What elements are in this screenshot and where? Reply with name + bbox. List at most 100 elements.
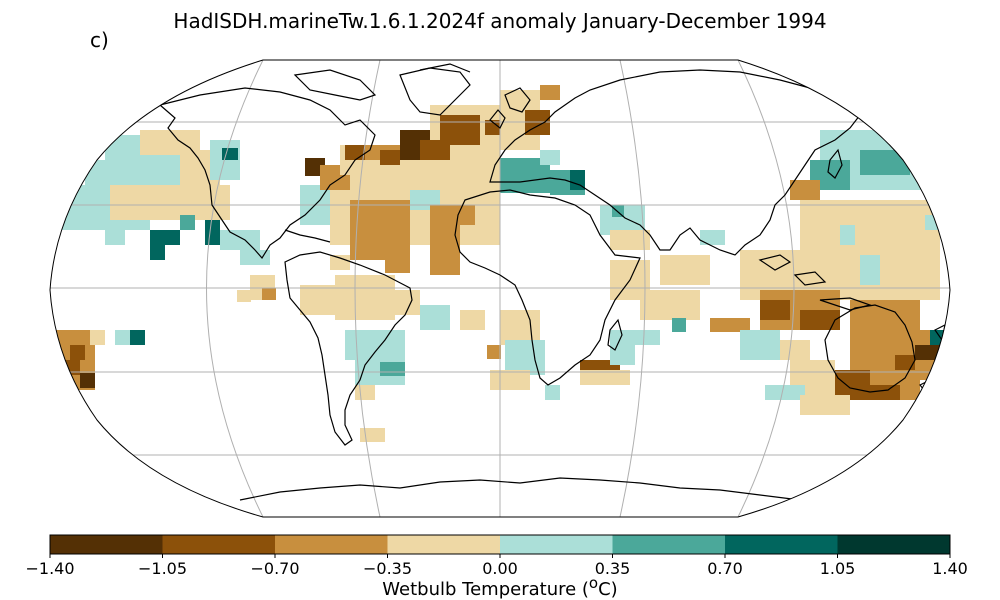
anomaly-cell	[90, 330, 105, 345]
colorbar-tick-label: 0.35	[594, 559, 631, 578]
anomaly-cell	[380, 362, 405, 376]
anomaly-cell	[640, 290, 700, 320]
antarctica-coast	[239, 477, 801, 501]
anomaly-cell	[360, 428, 385, 442]
anomaly-cell	[840, 225, 855, 245]
anomaly-cell	[540, 150, 560, 165]
anomaly-cell	[355, 385, 375, 400]
colorbar-title-superscript: o	[588, 574, 599, 592]
anomaly-cell	[860, 150, 910, 175]
colorbar-segment	[50, 535, 163, 554]
anomaly-cell	[180, 215, 195, 230]
colorbar-segment	[837, 535, 951, 554]
anomaly-cell	[710, 318, 750, 332]
anomaly-cell	[430, 205, 460, 275]
anomaly-cell	[487, 345, 501, 359]
colorbar-segment	[725, 535, 838, 554]
colorbar-segment	[387, 535, 501, 554]
colorbar-tick-label: −0.70	[250, 559, 300, 578]
anomaly-cell	[237, 290, 251, 302]
colorbar-title: Wetbulb Temperature (oC)	[0, 574, 1000, 600]
anomaly-cell	[790, 180, 820, 200]
anomaly-cell	[800, 310, 840, 330]
anomaly-cell	[505, 340, 545, 375]
north-america-coast	[158, 87, 376, 260]
anomaly-cell	[150, 230, 180, 245]
colorbar-segment	[162, 535, 276, 554]
anomaly-cell	[115, 330, 130, 345]
anomaly-cell	[330, 255, 350, 270]
anomaly-cell	[860, 385, 900, 400]
anomaly-cell	[262, 288, 276, 300]
colorbar-tick-label: 1.40	[932, 559, 968, 578]
colorbar-tick-label: 1.05	[819, 559, 856, 578]
anomaly-cell	[540, 85, 560, 100]
anomaly-cell	[672, 318, 686, 332]
anomaly-cell	[300, 285, 340, 315]
graticule	[50, 60, 950, 517]
anomaly-cell	[780, 340, 810, 360]
anomaly-cell	[610, 330, 660, 345]
map-title: HadISDH.marineTw.1.6.1.2024f anomaly Jan…	[173, 9, 827, 33]
anomaly-cell	[345, 145, 365, 160]
anomaly-cell	[660, 255, 710, 285]
anomaly-cell	[65, 360, 80, 375]
anomaly-cell	[930, 330, 945, 345]
colorbar-tick-label: −1.05	[137, 559, 188, 578]
colorbar-segment	[500, 535, 613, 554]
colorbar	[49, 534, 951, 555]
colorbar-tick-label: −0.35	[362, 559, 413, 578]
anomaly-cell	[580, 370, 630, 385]
coastlines	[158, 63, 946, 501]
anomaly-cell	[222, 148, 238, 160]
anomaly-cell	[485, 120, 500, 135]
anomaly-cell	[915, 345, 945, 360]
colorbar-segment	[612, 535, 726, 554]
europe-coast	[489, 69, 861, 256]
colorbar-title-unit: C)	[598, 579, 618, 600]
anomaly-cell	[700, 230, 725, 245]
anomaly-cell	[760, 300, 790, 320]
colorbar-title-text: Wetbulb Temperature (	[382, 579, 589, 600]
anomaly-cell	[460, 205, 475, 225]
anomaly-cell	[800, 395, 850, 415]
panel-label: c)	[90, 28, 109, 52]
anomaly-cell	[895, 355, 915, 370]
south-america-coast	[284, 251, 413, 446]
colorbar-tick-label: 0.00	[482, 559, 518, 578]
colorbar-segment	[275, 535, 388, 554]
anomaly-cell	[610, 230, 650, 250]
anomaly-cell	[80, 373, 95, 388]
colorbar-ticks	[49, 554, 951, 558]
anomaly-cell	[150, 245, 165, 260]
australia-coast	[824, 304, 916, 393]
anomaly-cell	[335, 275, 395, 320]
africa-coast	[454, 189, 641, 386]
anomaly-cell	[490, 370, 530, 390]
anomaly-cell	[545, 385, 560, 400]
anomaly-cell	[860, 255, 880, 285]
anomaly-cell	[105, 220, 125, 245]
anomaly-cell	[420, 305, 450, 330]
colorbar-tick-label: 0.70	[707, 559, 743, 578]
anomaly-cell	[610, 345, 635, 365]
anomaly-cell	[220, 230, 260, 250]
anomaly-cell	[130, 330, 145, 345]
anomaly-cell	[240, 250, 270, 265]
anomaly-cell	[395, 290, 420, 315]
anomaly-cell	[420, 140, 450, 160]
anomaly-cell	[460, 310, 485, 330]
anomaly-cell	[740, 330, 780, 360]
anomaly-cell	[70, 345, 85, 360]
globe-outline	[49, 59, 951, 518]
anomaly-cell	[205, 220, 220, 245]
anomaly-cell	[570, 170, 585, 190]
anomaly-cell	[350, 200, 410, 260]
anomaly-cell	[385, 258, 410, 273]
colorbar-tick-label: −1.40	[25, 559, 75, 578]
anomaly-cell	[500, 310, 540, 345]
anomaly-cell	[380, 150, 400, 165]
anomaly-cell	[765, 385, 805, 400]
anomaly-cell	[800, 200, 940, 250]
